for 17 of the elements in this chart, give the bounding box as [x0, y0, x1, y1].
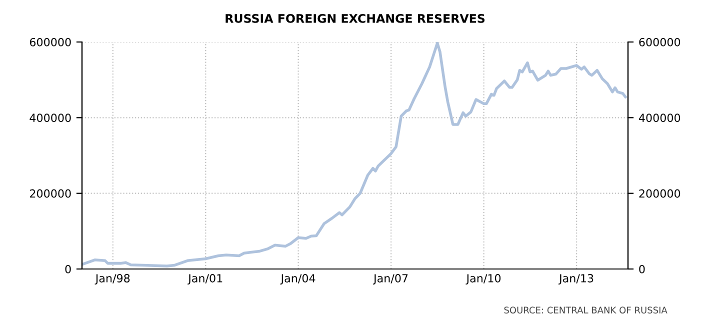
x-tick-label: Jan/07 [372, 274, 408, 285]
x-tick-label: Jan/98 [94, 274, 130, 285]
y-tick-label: 600000 [30, 38, 71, 46]
x-tick-label: Jan/01 [188, 274, 222, 285]
y-tick-label: 400000 [30, 114, 71, 122]
y2-tick-label: 200000 [639, 189, 680, 198]
x-tick-label: Jan/13 [558, 274, 594, 285]
x-tick-label: Jan/04 [280, 274, 316, 285]
y-tick-label: 0 [65, 264, 71, 274]
source-note: SOURCE: CENTRAL BANK OF RUSSIA [504, 306, 668, 314]
chart-title: RUSSIA FOREIGN EXCHANGE RESERVES [226, 14, 485, 23]
x-tick-label: Jan/10 [466, 274, 501, 285]
y2-tick-label: 400000 [638, 114, 680, 122]
y2-tick-label: 0 [639, 264, 645, 274]
line-series [82, 42, 627, 268]
y2-tick-label: 600000 [639, 38, 680, 46]
y-tick-label: 200000 [30, 189, 71, 198]
